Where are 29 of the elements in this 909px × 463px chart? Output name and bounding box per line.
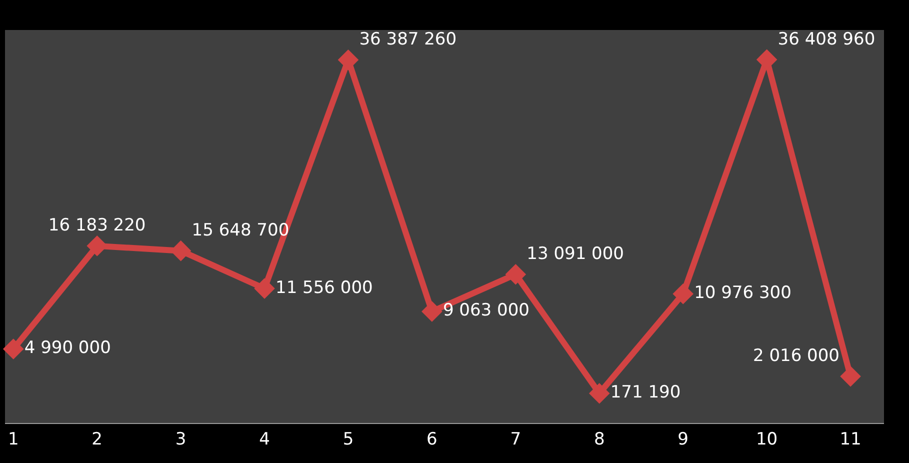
data-label: 4 990 000	[24, 338, 111, 358]
x-tick-label: 1	[8, 429, 19, 450]
data-label: 36 408 960	[778, 29, 876, 50]
point	[254, 278, 275, 299]
x-tick-label: 4	[259, 429, 270, 450]
point	[588, 382, 610, 404]
data-label: 36 387 260	[359, 30, 457, 50]
data-label: 16 183 220	[48, 216, 146, 236]
x-tick-label: 6	[426, 429, 438, 450]
x-tick-label: 11	[840, 429, 862, 450]
point	[672, 283, 694, 304]
x-tick-label: 2	[92, 429, 103, 450]
data-label: 171 190	[610, 382, 681, 403]
x-tick-label: 8	[594, 429, 605, 450]
point	[840, 366, 861, 387]
data-label: 13 091 000	[526, 244, 624, 264]
data-label: 10 976 300	[694, 283, 792, 304]
point	[422, 301, 442, 322]
x-tick-label: 9	[678, 429, 689, 450]
data-label: 9 063 000	[442, 300, 530, 321]
data-label: 11 556 000	[276, 278, 373, 298]
point	[2, 338, 24, 360]
x-tick-label: 7	[510, 429, 522, 450]
point	[505, 264, 526, 285]
x-tick-label: 5	[342, 429, 354, 450]
x-tick-label: 3	[175, 429, 186, 450]
point	[338, 49, 359, 70]
x-tick-label: 10	[756, 429, 778, 450]
data-label: 2 016 000	[752, 346, 840, 366]
